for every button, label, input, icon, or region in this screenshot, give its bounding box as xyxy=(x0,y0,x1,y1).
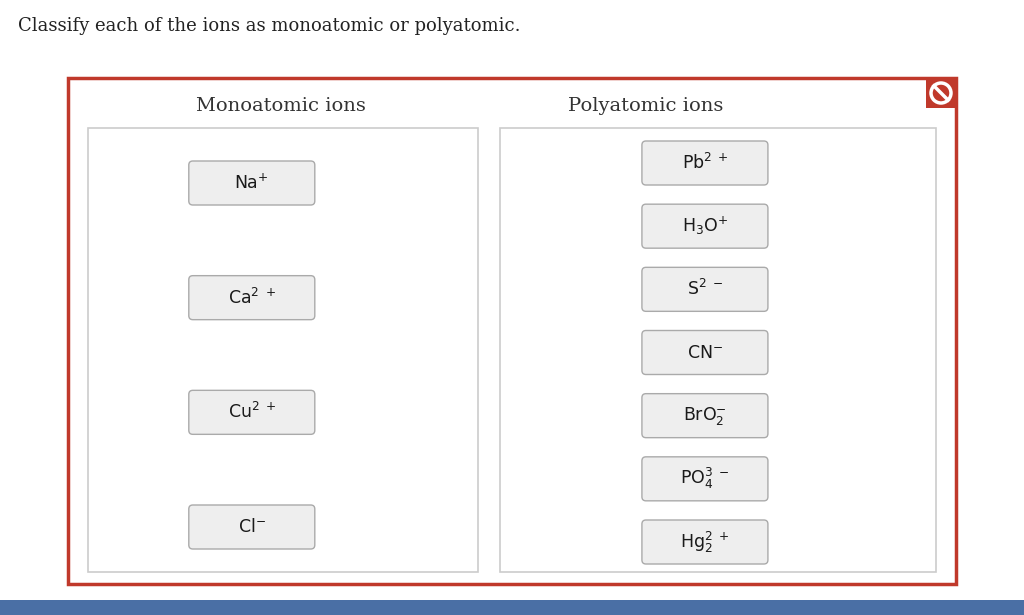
Text: $\mathrm{BrO_2^{-}}$: $\mathrm{BrO_2^{-}}$ xyxy=(683,405,727,427)
FancyBboxPatch shape xyxy=(642,457,768,501)
FancyBboxPatch shape xyxy=(88,128,478,572)
Text: $\mathrm{S^{2\ -}}$: $\mathrm{S^{2\ -}}$ xyxy=(687,279,723,300)
FancyBboxPatch shape xyxy=(642,394,768,438)
FancyBboxPatch shape xyxy=(642,141,768,185)
FancyBboxPatch shape xyxy=(188,161,314,205)
FancyBboxPatch shape xyxy=(642,204,768,248)
Text: $\mathrm{PO_4^{3\ -}}$: $\mathrm{PO_4^{3\ -}}$ xyxy=(680,466,729,491)
Text: $\mathrm{Cl^{-}}$: $\mathrm{Cl^{-}}$ xyxy=(238,518,266,536)
Text: $\mathrm{CN^{-}}$: $\mathrm{CN^{-}}$ xyxy=(687,344,723,362)
FancyBboxPatch shape xyxy=(500,128,936,572)
FancyBboxPatch shape xyxy=(188,505,314,549)
FancyBboxPatch shape xyxy=(926,78,956,108)
FancyBboxPatch shape xyxy=(642,330,768,375)
FancyBboxPatch shape xyxy=(642,520,768,564)
Text: Polyatomic ions: Polyatomic ions xyxy=(567,97,723,115)
Text: $\mathrm{Hg_2^{2\ +}}$: $\mathrm{Hg_2^{2\ +}}$ xyxy=(680,530,729,555)
Text: $\mathrm{Pb^{2\ +}}$: $\mathrm{Pb^{2\ +}}$ xyxy=(682,153,728,173)
Text: $\mathrm{H_3O^{+}}$: $\mathrm{H_3O^{+}}$ xyxy=(682,215,728,237)
Text: $\mathrm{Na^{+}}$: $\mathrm{Na^{+}}$ xyxy=(234,173,269,192)
Text: $\mathrm{Ca^{2\ +}}$: $\mathrm{Ca^{2\ +}}$ xyxy=(228,288,275,308)
Text: Monoatomic ions: Monoatomic ions xyxy=(197,97,366,115)
FancyBboxPatch shape xyxy=(642,268,768,311)
Text: $\mathrm{Cu^{2\ +}}$: $\mathrm{Cu^{2\ +}}$ xyxy=(227,402,275,423)
FancyBboxPatch shape xyxy=(188,391,314,434)
FancyBboxPatch shape xyxy=(0,600,1024,615)
FancyBboxPatch shape xyxy=(68,78,956,584)
Text: Classify each of the ions as monoatomic or polyatomic.: Classify each of the ions as monoatomic … xyxy=(18,17,520,35)
FancyBboxPatch shape xyxy=(188,276,314,320)
